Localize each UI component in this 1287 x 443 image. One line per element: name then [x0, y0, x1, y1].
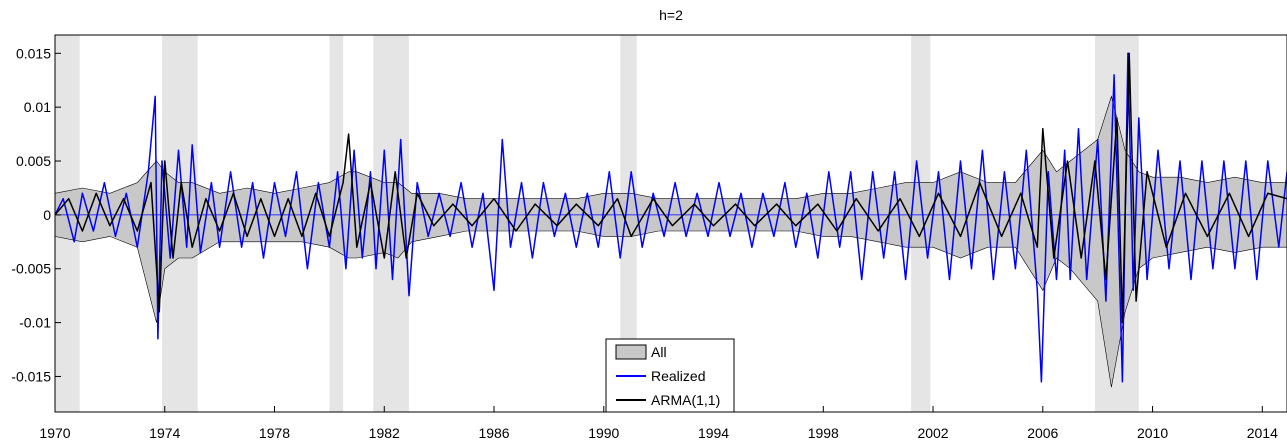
- y-tick-label: 0.005: [16, 153, 51, 169]
- x-tick-label: 1986: [478, 425, 509, 441]
- x-tick-label: 2006: [1027, 425, 1058, 441]
- plot-area: [54, 52, 1287, 388]
- y-tick-label: 0.01: [24, 99, 51, 115]
- legend-label-arma: ARMA(1,1): [651, 392, 720, 408]
- x-tick-label: 1994: [698, 425, 729, 441]
- x-tick-label: 1970: [39, 425, 70, 441]
- y-axis: 0.015 0.01 0.005 0 -0.005 -0.01 -0.015: [11, 45, 61, 384]
- x-tick-label: 2014: [1247, 425, 1278, 441]
- y-tick-label: -0.005: [11, 261, 51, 277]
- x-axis: 1970 1974 1978 1982 1986 1990 1994 1998 2002 2006…: [39, 406, 1278, 441]
- x-tick-label: 1978: [259, 425, 290, 441]
- legend-label-realized: Realized: [651, 368, 705, 384]
- y-tick-label: -0.01: [19, 315, 51, 331]
- x-tick-label: 1998: [808, 425, 839, 441]
- y-tick-label: 0.015: [16, 45, 51, 61]
- x-tick-label: 2002: [917, 425, 948, 441]
- legend-label-all: All: [651, 344, 667, 360]
- x-tick-label: 1982: [369, 425, 400, 441]
- y-tick-label: -0.015: [11, 368, 51, 384]
- series-arma-line: [54, 52, 1287, 324]
- x-tick-label: 1990: [588, 425, 619, 441]
- chart-title: h=2: [659, 7, 683, 23]
- y-tick-label: 0: [43, 207, 51, 223]
- x-tick-label: 2010: [1137, 425, 1168, 441]
- series-realized-line: [54, 52, 1287, 383]
- legend-swatch-all: [615, 344, 647, 360]
- legend: All Realized ARMA(1,1): [605, 338, 735, 413]
- x-tick-label: 1974: [149, 425, 180, 441]
